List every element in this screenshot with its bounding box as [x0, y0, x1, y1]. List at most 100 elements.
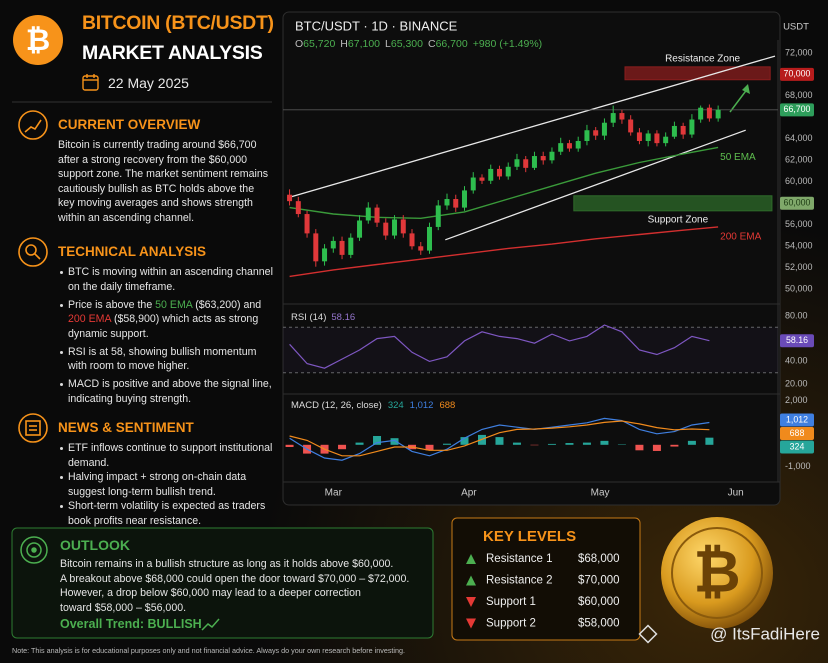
candle-body [601, 122, 607, 136]
candle-body [444, 199, 450, 206]
text-line: book profits near resistance. [68, 515, 202, 527]
title: BITCOIN (BTC/USDT) [82, 12, 274, 34]
bullet [60, 303, 63, 307]
candle-body [689, 119, 695, 135]
ohlc-legend: O65,720 H67,100 L65,300 C66,700 +980 (+1.49%… [295, 38, 542, 50]
zone-tag-label: 60,000 [784, 198, 811, 208]
panel-value: 324 [388, 400, 404, 411]
text-segment: ($58,900) which acts as strong [111, 313, 259, 326]
chart-panel [282, 11, 781, 506]
candle-body [418, 246, 424, 251]
text-line: demand. [68, 456, 110, 469]
histogram-bar [670, 444, 679, 447]
candle-body [322, 248, 328, 262]
candle-body [566, 143, 572, 149]
ema-label: 200 EMA [720, 232, 761, 243]
candle-body [715, 109, 721, 119]
candle-body [706, 107, 712, 119]
macd-tag-label: 324 [790, 441, 805, 451]
candle-body [619, 113, 625, 120]
level-value: $60,000 [578, 596, 620, 608]
text-line: dynamic support. [68, 327, 149, 340]
price-tag [780, 67, 814, 81]
watermark-icon [638, 624, 658, 644]
text-line: Short-term volatility is expected as tra… [68, 500, 266, 513]
histogram-bar [460, 437, 469, 445]
ohlc-key: C [428, 38, 436, 50]
text-line: cautiously bullish as BTC holds above th… [58, 182, 255, 195]
text-line: Bitcoin remains in a bullish structure a… [60, 558, 394, 570]
candle-body [461, 190, 467, 208]
candle-body [645, 133, 651, 141]
histogram-bar [495, 437, 504, 445]
ohlc-value: 65,300 [391, 38, 423, 50]
macd-tag-label: 1,012 [786, 414, 808, 424]
logo [13, 15, 63, 65]
candle-body [558, 143, 564, 152]
section-title: TECHNICAL ANALYSIS [58, 244, 207, 259]
text-line: Bitcoin is currently trading around $66,… [58, 139, 257, 151]
overall-trend: Overall Trend: BULLISH [60, 617, 202, 631]
y-tick-label: 64,000 [785, 133, 813, 143]
level-icon [466, 618, 476, 629]
logo-symbol: ₿ [26, 24, 50, 57]
text-line: Halving impact + strong on-chain data [68, 471, 247, 484]
x-tick-label: Mar [325, 488, 343, 499]
candle-body [339, 240, 345, 255]
zone [573, 195, 773, 212]
arrow-head [742, 84, 750, 94]
candle-body [313, 233, 319, 262]
candle-body [671, 125, 677, 137]
y-tick-label: 56,000 [785, 219, 813, 229]
text-line: MACD is positive and above the signal li… [68, 378, 272, 391]
trend-arrow [729, 87, 749, 113]
text-segment: 200 EMA [68, 313, 111, 326]
title: MARKET ANALYSIS [82, 42, 263, 64]
text-line: on the daily timeframe. [68, 280, 176, 293]
ohlc-value: 67,100 [348, 38, 380, 50]
candle-body [505, 166, 511, 177]
candle-body [400, 219, 406, 234]
rsi-zone [283, 327, 778, 373]
level-value: $58,000 [578, 618, 620, 630]
section-icons [18, 110, 48, 443]
candle-body [610, 113, 616, 123]
macd-tag-label: 688 [790, 428, 805, 438]
calendar-icon [82, 74, 99, 91]
y-tick-label: 2,000 [785, 395, 808, 405]
histogram-bar [373, 436, 382, 445]
text-line: However, a drop below $60,000 may lead t… [60, 587, 361, 600]
zone-tag [780, 196, 814, 210]
text-segment: ($63,200) and [192, 298, 262, 311]
bullet [60, 476, 63, 480]
ema-line [289, 226, 719, 278]
candle-body [392, 219, 398, 236]
candle-body [453, 199, 459, 208]
y-tick-label: 80.00 [785, 310, 808, 320]
level-icon [466, 554, 476, 564]
histogram-bar [425, 444, 434, 451]
ohlc-value: 66,700 [436, 38, 468, 50]
channel-line [287, 55, 776, 199]
bullet [60, 271, 63, 274]
ema-label: 50 EMA [720, 152, 756, 163]
panel-title: RSI (14) 58.16 [291, 312, 355, 323]
text-line: ETF inflows continue to support institut… [68, 442, 273, 454]
level-label: Support 2 [486, 618, 536, 630]
candle-body [654, 133, 660, 144]
coin [661, 517, 773, 629]
target-icon [20, 536, 48, 564]
y-tick-label: 62,000 [785, 155, 813, 165]
ohlc-value: 65,720 [303, 38, 335, 50]
candle-body [348, 237, 354, 255]
text-line: within an ascending channel. [58, 212, 195, 224]
bullet [60, 350, 63, 354]
y-tick-label: 68,000 [785, 90, 813, 100]
section-title: NEWS & SENTIMENT [58, 420, 194, 435]
histogram-bar [338, 444, 347, 450]
axis-unit: USDT [783, 22, 809, 33]
channel-line [445, 129, 746, 241]
zone-label: Resistance Zone [665, 54, 740, 65]
candle-body [540, 156, 546, 161]
